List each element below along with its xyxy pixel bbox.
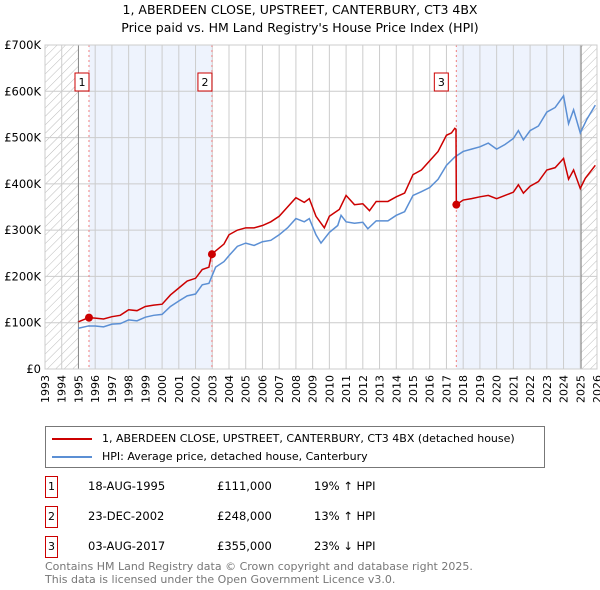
transaction-date: 23-DEC-2002	[88, 509, 165, 523]
footer-licence: This data is licensed under the Open Gov…	[45, 573, 396, 586]
transaction-price: £248,000	[217, 509, 272, 523]
sale-point	[84, 313, 93, 322]
sale-point	[207, 250, 216, 259]
x-tick-label: 1998	[123, 375, 136, 403]
legend-blue-line	[52, 456, 92, 458]
sale-label: 1	[78, 76, 85, 89]
legend-red-line	[52, 438, 92, 440]
legend-blue-entry: HPI: Average price, detached house, Cant…	[52, 450, 368, 464]
x-tick-label: 2013	[374, 375, 387, 403]
x-tick-label: 1999	[139, 375, 152, 403]
x-tick-label: 2019	[474, 375, 487, 403]
x-tick-label: 2024	[558, 375, 571, 403]
transaction-date: 18-AUG-1995	[88, 479, 166, 493]
shaded-band	[88, 45, 212, 369]
x-tick-label: 2002	[190, 375, 203, 403]
x-tick-label: 2017	[440, 375, 453, 403]
legend-red-label: 1, ABERDEEN CLOSE, UPSTREET, CANTERBURY,…	[102, 432, 515, 445]
x-tick-label: 2006	[256, 375, 269, 403]
x-tick-label: 1993	[39, 375, 52, 403]
x-tick-label: 1997	[106, 375, 119, 403]
x-tick-label: 2022	[524, 375, 537, 403]
x-tick-label: 2011	[340, 375, 353, 403]
x-tick-label: 2000	[156, 375, 169, 403]
x-tick-label: 2020	[491, 375, 504, 403]
y-tick-label: £400K	[4, 177, 41, 191]
y-tick-label: £100K	[4, 316, 41, 330]
transaction-hpi: 23% ↓ HPI	[314, 539, 376, 553]
x-tick-label: 2004	[223, 375, 236, 403]
x-tick-label: 2005	[240, 375, 253, 403]
y-tick-label: £300K	[4, 223, 41, 237]
x-tick-label: 2016	[424, 375, 437, 403]
x-tick-label: 2014	[390, 375, 403, 403]
x-tick-label: 1995	[72, 375, 85, 403]
series-line	[78, 127, 596, 323]
x-tick-label: 1996	[89, 375, 102, 403]
x-tick-label: 2015	[407, 375, 420, 403]
plot-border	[44, 44, 598, 370]
sale-point	[452, 200, 461, 209]
sale-label-box	[433, 72, 449, 92]
transaction-badge: 1	[45, 476, 58, 498]
y-tick-label: £200K	[4, 269, 41, 283]
sale-label-box	[74, 72, 90, 92]
x-tick-label: 2010	[323, 375, 336, 403]
x-tick-label: 2001	[173, 375, 186, 403]
sale-label: 2	[201, 76, 208, 89]
sale-label: 3	[438, 76, 445, 89]
y-tick-label: £700K	[4, 38, 41, 52]
x-tick-label: 2009	[307, 375, 320, 403]
transaction-badge: 2	[45, 506, 58, 528]
legend: 1, ABERDEEN CLOSE, UPSTREET, CANTERBURY,…	[45, 426, 545, 468]
footer-copyright: Contains HM Land Registry data © Crown c…	[45, 560, 473, 573]
footer: Contains HM Land Registry data © Crown c…	[45, 560, 473, 586]
transaction-price: £111,000	[217, 479, 272, 493]
price-chart: 1993 1994 1995 1996 1997 1998 1999 2000 2001 2002…	[4, 38, 600, 403]
transaction-badge: 3	[45, 536, 58, 558]
series-line	[78, 94, 596, 329]
y-tick-label: £0	[26, 362, 41, 376]
transaction-row: 2 23-DEC-2002 £248,000 13% ↑ HPI	[45, 506, 445, 528]
x-tick-label: 2018	[457, 375, 470, 403]
x-tick-label: 2003	[206, 375, 219, 403]
x-tick-label: 2007	[273, 375, 286, 403]
transaction-row: 3 03-AUG-2017 £355,000 23% ↓ HPI	[45, 536, 445, 558]
hatched-region-right	[580, 45, 597, 369]
y-tick-label: £600K	[4, 84, 41, 98]
x-tick-label: 2026	[591, 375, 600, 403]
transaction-hpi: 13% ↑ HPI	[314, 509, 376, 523]
transaction-row: 1 18-AUG-1995 £111,000 19% ↑ HPI	[45, 476, 445, 498]
legend-blue-label: HPI: Average price, detached house, Cant…	[102, 450, 368, 463]
x-tick-label: 2021	[507, 375, 520, 403]
shaded-band	[456, 45, 581, 369]
chart-title: 1, ABERDEEN CLOSE, UPSTREET, CANTERBURY,…	[122, 2, 478, 17]
x-tick-label: 2025	[574, 375, 587, 403]
x-tick-label: 2023	[541, 375, 554, 403]
chart-subtitle: Price paid vs. HM Land Registry's House …	[121, 20, 479, 35]
legend-red-entry: 1, ABERDEEN CLOSE, UPSTREET, CANTERBURY,…	[52, 432, 515, 446]
transaction-price: £355,000	[217, 539, 272, 553]
x-tick-label: 1994	[56, 375, 69, 403]
x-tick-label: 2008	[290, 375, 303, 403]
x-tick-label: 2012	[357, 375, 370, 403]
transaction-hpi: 19% ↑ HPI	[314, 479, 376, 493]
transaction-date: 03-AUG-2017	[88, 539, 166, 553]
sale-label-box	[197, 72, 213, 92]
y-tick-label: £500K	[4, 131, 41, 145]
